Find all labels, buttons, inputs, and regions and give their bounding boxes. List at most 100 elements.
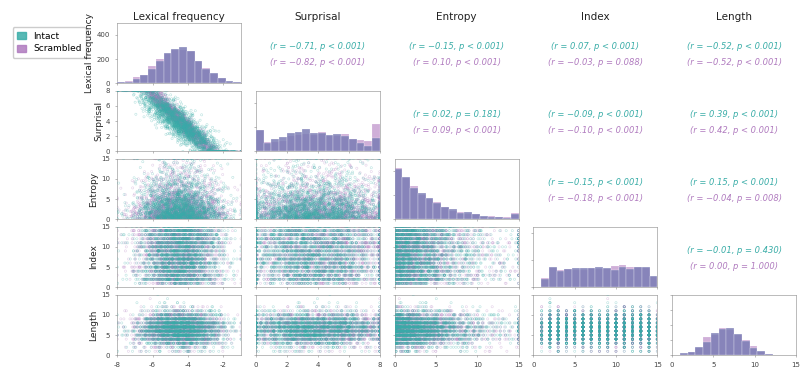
Point: [298, 332, 311, 338]
Point: [394, 240, 406, 246]
Point: [191, 332, 204, 338]
Point: [410, 316, 423, 322]
Point: [410, 256, 422, 262]
Point: [618, 332, 630, 338]
Point: [250, 186, 262, 192]
Point: [188, 135, 201, 141]
Point: [374, 320, 386, 326]
Point: [374, 216, 386, 222]
Point: [350, 272, 362, 278]
Bar: [372, 138, 380, 151]
Point: [290, 215, 302, 221]
Point: [403, 232, 416, 238]
Point: [389, 316, 402, 322]
Point: [543, 320, 556, 326]
Point: [143, 328, 156, 334]
Point: [161, 178, 174, 184]
Point: [147, 276, 160, 282]
Point: [279, 232, 292, 238]
Point: [171, 119, 184, 125]
Point: [170, 236, 182, 242]
Point: [396, 244, 409, 250]
Point: [421, 320, 434, 326]
Point: [302, 207, 314, 213]
Point: [178, 212, 190, 218]
Point: [309, 260, 322, 266]
Point: [435, 232, 448, 238]
Point: [285, 206, 298, 212]
Point: [125, 264, 138, 270]
Point: [192, 336, 205, 342]
Point: [560, 328, 573, 334]
Point: [389, 276, 402, 282]
Point: [442, 316, 455, 322]
Point: [157, 332, 170, 338]
Point: [390, 252, 402, 258]
Point: [172, 328, 185, 334]
Point: [206, 212, 219, 218]
Point: [330, 256, 343, 262]
Point: [176, 208, 189, 214]
Point: [486, 264, 498, 270]
Point: [413, 336, 426, 342]
Point: [164, 197, 177, 203]
Point: [371, 244, 384, 250]
Point: [195, 236, 208, 242]
Point: [144, 320, 157, 326]
Point: [642, 332, 655, 338]
Point: [172, 268, 185, 274]
Point: [171, 256, 184, 262]
Point: [552, 328, 565, 334]
Point: [367, 336, 380, 342]
Point: [336, 264, 349, 270]
Point: [192, 328, 205, 334]
Point: [178, 116, 190, 122]
Point: [157, 248, 170, 254]
Point: [172, 236, 185, 242]
Point: [159, 328, 172, 334]
Point: [179, 206, 192, 212]
Point: [374, 236, 386, 242]
Point: [356, 336, 369, 342]
Point: [173, 119, 186, 125]
Point: [163, 308, 176, 314]
Point: [290, 244, 303, 250]
Point: [414, 332, 427, 338]
Point: [651, 344, 664, 350]
Point: [165, 276, 178, 282]
Point: [198, 232, 210, 238]
Point: [420, 240, 433, 246]
Point: [634, 332, 647, 338]
Point: [166, 115, 179, 121]
Point: [167, 118, 180, 124]
Point: [402, 280, 414, 286]
Point: [185, 324, 198, 330]
Point: [349, 232, 362, 238]
Point: [185, 136, 198, 142]
Point: [543, 336, 556, 342]
Point: [166, 198, 179, 204]
Point: [148, 94, 161, 101]
Point: [322, 336, 334, 342]
Point: [210, 232, 223, 238]
Point: [403, 312, 416, 318]
Point: [585, 320, 598, 326]
Point: [162, 332, 175, 338]
Point: [183, 328, 196, 334]
Point: [172, 316, 185, 322]
Point: [281, 264, 294, 270]
Point: [488, 332, 501, 338]
Point: [390, 332, 403, 338]
Point: [149, 264, 162, 270]
Point: [163, 107, 176, 113]
Point: [181, 240, 194, 246]
Point: [651, 328, 664, 334]
Point: [402, 228, 415, 234]
Point: [393, 240, 406, 246]
Point: [342, 328, 355, 334]
Point: [298, 203, 311, 209]
Point: [295, 260, 308, 266]
Point: [159, 105, 172, 111]
Point: [173, 201, 186, 207]
Point: [314, 195, 327, 201]
